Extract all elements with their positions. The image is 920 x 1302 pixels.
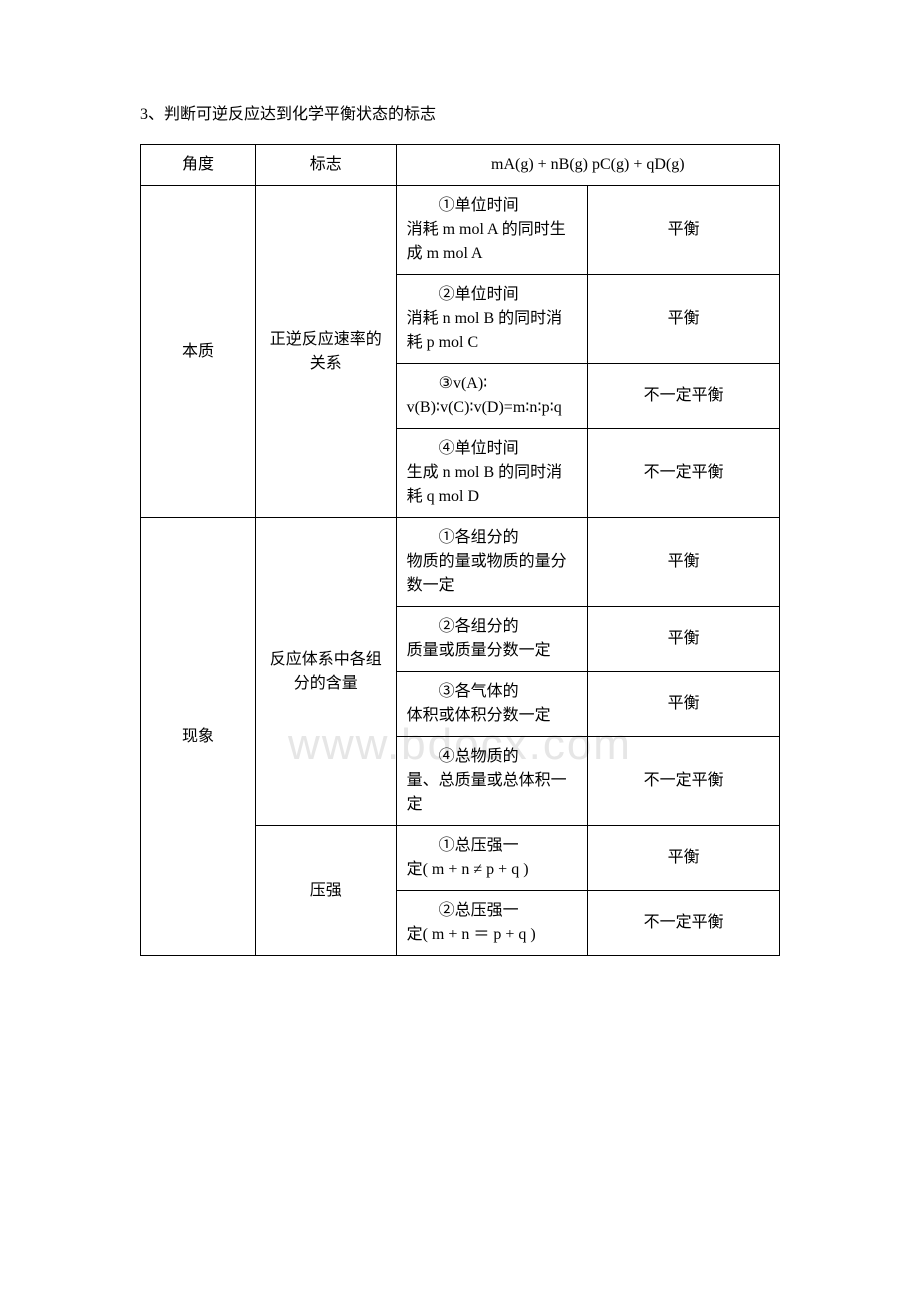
desc-cell: ③v(A)∶ v(B)∶v(C)∶v(D)=m∶n∶p∶q [396, 364, 588, 429]
desc-cell: ①各组分的 物质的量或物质的量分数一定 [396, 518, 588, 607]
result-cell: 平衡 [588, 672, 780, 737]
desc-first-line: ④单位时间 [407, 437, 578, 461]
table-header-row: 角度 标志 mA(g) + nB(g) pC(g) + qD(g) [141, 145, 780, 186]
result-cell: 平衡 [588, 826, 780, 891]
result-cell: 平衡 [588, 275, 780, 364]
desc-first-line: ①总压强一 [407, 834, 578, 858]
table-row: 现象 反应体系中各组分的含量 ①各组分的 物质的量或物质的量分数一定 平衡 [141, 518, 780, 607]
desc-rest: 定( m + n ＝ p + q ) [407, 923, 578, 947]
desc-rest: 定( m + n ≠ p + q ) [407, 858, 578, 882]
desc-cell: ②单位时间 消耗 n mol B 的同时消耗 p mol C [396, 275, 588, 364]
desc-rest: v(B)∶v(C)∶v(D)=m∶n∶p∶q [407, 396, 578, 420]
header-equation: mA(g) + nB(g) pC(g) + qD(g) [396, 145, 779, 186]
desc-cell: ③各气体的 体积或体积分数一定 [396, 672, 588, 737]
desc-first-line: ①各组分的 [407, 526, 578, 550]
table-row: 本质 正逆反应速率的关系 ①单位时间 消耗 m mol A 的同时生成 m mo… [141, 186, 780, 275]
desc-first-line: ②单位时间 [407, 283, 578, 307]
result-cell: 平衡 [588, 607, 780, 672]
result-cell: 不一定平衡 [588, 429, 780, 518]
table-container: 角度 标志 mA(g) + nB(g) pC(g) + qD(g) 本质 正逆反… [140, 144, 780, 956]
equilibrium-table: 角度 标志 mA(g) + nB(g) pC(g) + qD(g) 本质 正逆反… [140, 144, 780, 956]
result-cell: 平衡 [588, 186, 780, 275]
sign-cell-rate: 正逆反应速率的关系 [256, 186, 397, 518]
result-cell: 不一定平衡 [588, 364, 780, 429]
desc-first-line: ③各气体的 [407, 680, 578, 704]
desc-cell: ①总压强一 定( m + n ≠ p + q ) [396, 826, 588, 891]
desc-rest: 体积或体积分数一定 [407, 704, 578, 728]
desc-rest: 量、总质量或总体积一定 [407, 769, 578, 817]
result-cell: 不一定平衡 [588, 891, 780, 956]
angle-cell-essence: 本质 [141, 186, 256, 518]
desc-cell: ④单位时间 生成 n mol B 的同时消耗 q mol D [396, 429, 588, 518]
desc-rest: 物质的量或物质的量分数一定 [407, 550, 578, 598]
desc-first-line: ②总压强一 [407, 899, 578, 923]
desc-first-line: ④总物质的 [407, 745, 578, 769]
desc-first-line: ②各组分的 [407, 615, 578, 639]
desc-rest: 消耗 m mol A 的同时生成 m mol A [407, 218, 578, 266]
section-title: 3、判断可逆反应达到化学平衡状态的标志 [140, 100, 780, 124]
desc-first-line: ①单位时间 [407, 194, 578, 218]
desc-cell: ①单位时间 消耗 m mol A 的同时生成 m mol A [396, 186, 588, 275]
desc-first-line: ③v(A)∶ [407, 372, 578, 396]
desc-rest: 质量或质量分数一定 [407, 639, 578, 663]
desc-cell: ④总物质的 量、总质量或总体积一定 [396, 737, 588, 826]
sign-cell-content: 反应体系中各组分的含量 [256, 518, 397, 826]
sign-cell-pressure: 压强 [256, 826, 397, 956]
header-angle: 角度 [141, 145, 256, 186]
result-cell: 平衡 [588, 518, 780, 607]
desc-rest: 消耗 n mol B 的同时消耗 p mol C [407, 307, 578, 355]
header-sign: 标志 [256, 145, 397, 186]
desc-cell: ②总压强一 定( m + n ＝ p + q ) [396, 891, 588, 956]
desc-cell: ②各组分的 质量或质量分数一定 [396, 607, 588, 672]
desc-rest: 生成 n mol B 的同时消耗 q mol D [407, 461, 578, 509]
angle-cell-phenomenon: 现象 [141, 518, 256, 956]
result-cell: 不一定平衡 [588, 737, 780, 826]
